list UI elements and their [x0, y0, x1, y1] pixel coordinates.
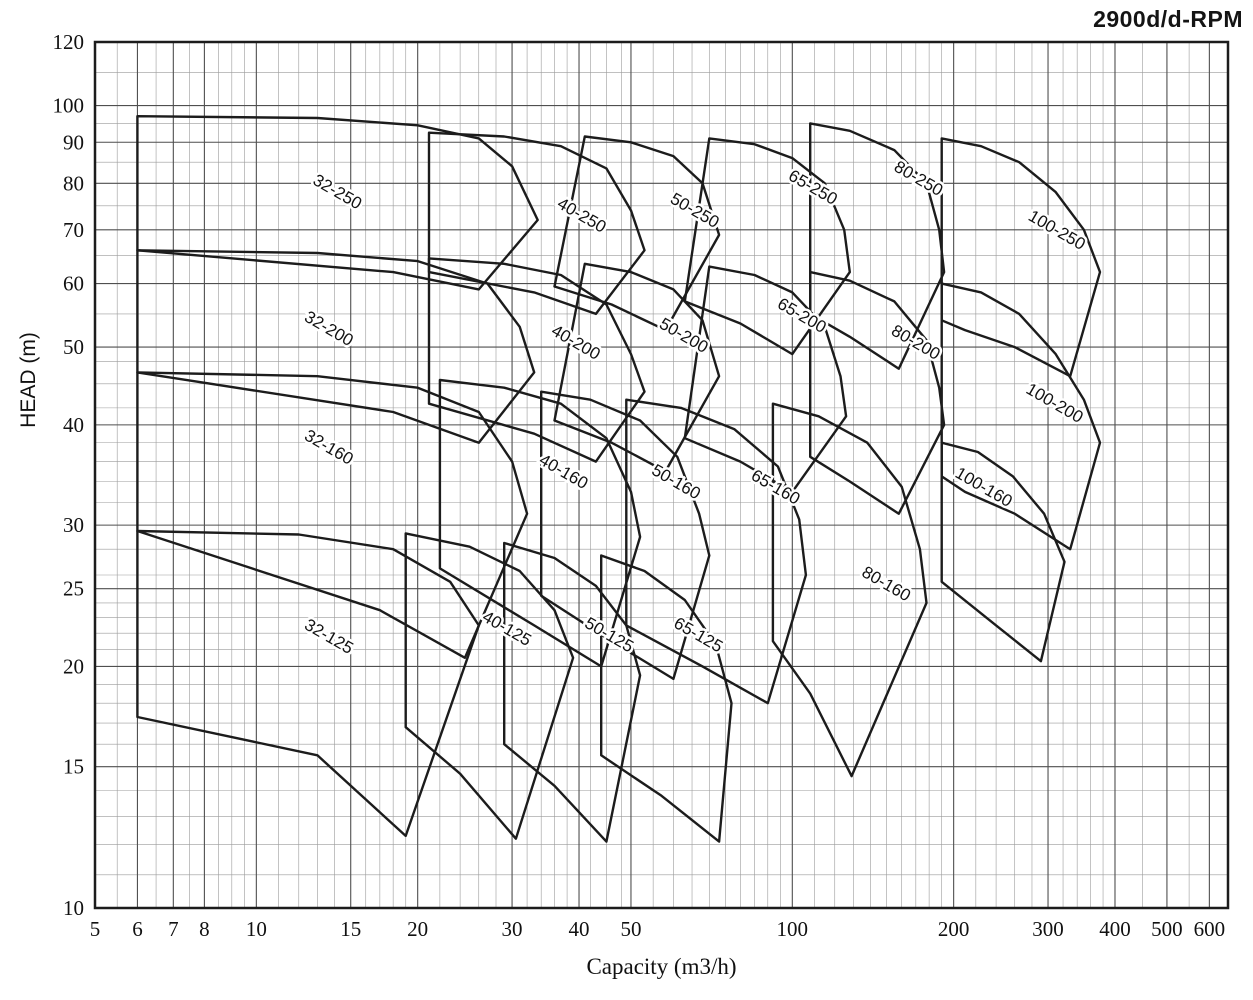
- x-tick-label: 200: [938, 917, 970, 941]
- envelope-40-250: [427, 131, 646, 316]
- envelope-label-50-250: 50-250: [667, 189, 722, 232]
- y-tick-label: 90: [63, 130, 84, 154]
- y-tick-label: 15: [63, 755, 84, 779]
- y-tick-label: 30: [63, 513, 84, 537]
- envelope-65-125: [600, 554, 733, 843]
- grid-minor: [95, 42, 1228, 908]
- envelope-65-250: [683, 137, 851, 356]
- envelope-80-250: [809, 122, 946, 370]
- x-tick-label: 7: [168, 917, 179, 941]
- x-tick-label: 10: [246, 917, 267, 941]
- envelope-40-160: [438, 378, 642, 668]
- envelope-label-40-200: 40-200: [548, 321, 603, 364]
- x-tick-label: 50: [620, 917, 641, 941]
- pump-envelopes: [136, 115, 1102, 843]
- y-tick-label: 80: [63, 171, 84, 195]
- envelope-label-32-160: 32-160: [301, 426, 356, 469]
- rpm-speed-label: 2900d/d-RPM: [1093, 6, 1243, 32]
- envelope-50-125: [503, 541, 642, 843]
- envelope-100-200: [940, 282, 1102, 551]
- x-tick-labels: 5 6 7 8 10 15 20 30 40 50 100 200 300 400 500 600: [90, 917, 1225, 941]
- x-tick-label: 40: [569, 917, 590, 941]
- envelope-50-200: [553, 262, 721, 473]
- y-tick-label: 70: [63, 218, 84, 242]
- envelope-label-50-160: 50-160: [648, 460, 703, 503]
- envelope-32-125: [136, 529, 480, 838]
- x-tick-label: 5: [90, 917, 101, 941]
- x-tick-label: 20: [407, 917, 428, 941]
- x-tick-label: 100: [777, 917, 809, 941]
- envelope-100-160: [940, 441, 1066, 663]
- y-tick-label: 10: [63, 896, 84, 920]
- envelope-label-40-125: 40-125: [479, 607, 534, 650]
- y-tick-labels: 10 15 20 25 30 40 50 60 70 80 90 100 120: [53, 30, 85, 920]
- x-tick-label: 300: [1032, 917, 1064, 941]
- y-tick-label: 20: [63, 654, 84, 678]
- envelope-label-80-250: 80-250: [891, 157, 946, 200]
- envelope-label-80-160: 80-160: [859, 562, 914, 605]
- y-tick-label: 60: [63, 272, 84, 296]
- envelope-32-160: [136, 371, 529, 659]
- x-tick-label: 500: [1151, 917, 1183, 941]
- envelope-40-125: [404, 532, 575, 840]
- x-tick-label: 6: [132, 917, 143, 941]
- envelope-32-200: [136, 249, 536, 444]
- plot-border: [93, 40, 1230, 910]
- envelope-80-200: [809, 270, 946, 515]
- envelope-label-65-250: 65-250: [785, 166, 840, 209]
- envelope-100-250: [940, 137, 1102, 378]
- envelope-50-160: [540, 390, 711, 681]
- y-tick-label: 120: [53, 30, 85, 54]
- envelope-label-65-160: 65-160: [748, 466, 803, 509]
- envelope-label-65-200: 65-200: [774, 294, 829, 337]
- x-tick-label: 15: [340, 917, 361, 941]
- y-axis-title: HEAD (m): [17, 332, 40, 428]
- y-tick-label: 50: [63, 335, 84, 359]
- envelope-label-32-125: 32-125: [301, 615, 356, 658]
- x-tick-label: 30: [502, 917, 523, 941]
- envelope-40-200: [427, 257, 646, 463]
- x-tick-label: 400: [1099, 917, 1131, 941]
- x-tick-label: 600: [1194, 917, 1226, 941]
- envelope-label-50-125: 50-125: [582, 613, 637, 656]
- y-tick-label: 25: [63, 577, 84, 601]
- envelope-65-160: [625, 398, 808, 705]
- y-tick-label: 100: [53, 94, 85, 118]
- envelope-32-250: [136, 115, 539, 291]
- envelope-50-250: [553, 135, 721, 332]
- x-tick-label: 8: [199, 917, 210, 941]
- envelope-80-160: [771, 402, 928, 778]
- y-tick-label: 40: [63, 413, 84, 437]
- x-axis-title: Capacity (m3/h): [586, 954, 737, 979]
- envelope-label-32-250: 32-250: [310, 170, 365, 213]
- envelope-65-200: [683, 265, 848, 494]
